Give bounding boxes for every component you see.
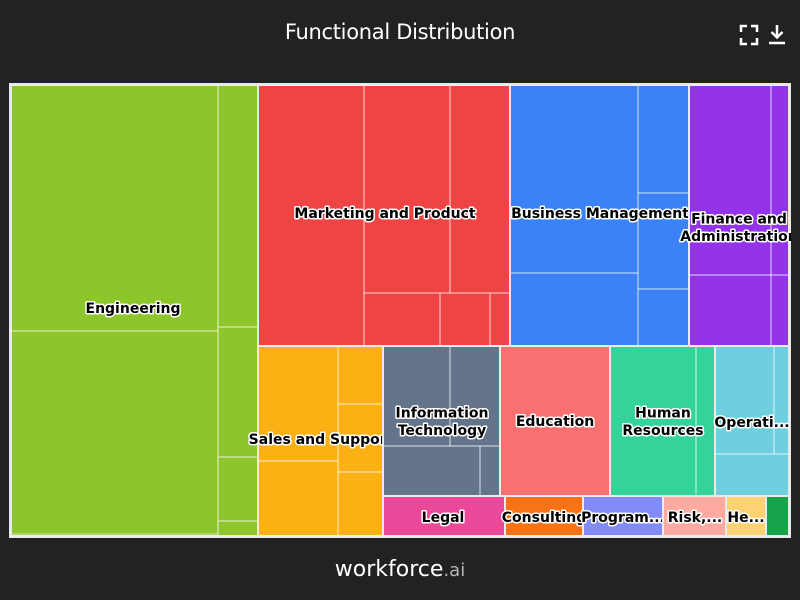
treemap-frame: Engineering Marketing and Product Business… [9,83,791,538]
tile-label-line: Administration [680,229,791,245]
treemap-tile-legal[interactable]: Legal [382,495,506,537]
treemap-tile-information-technology[interactable]: Information Technology [382,345,501,497]
download-icon [769,25,785,45]
treemap-tile-finance-and-administration[interactable]: Finance and Administration [679,84,791,347]
tile-label-line: Human [635,406,691,422]
treemap-tile-human-resources[interactable]: Human Resources [609,345,716,497]
treemap-tile-business-management[interactable]: Business Management [509,84,691,347]
tile-border-other [765,495,790,537]
chart-title: Functional Distribution [284,20,516,44]
fullscreen-icon [739,24,759,46]
tile-label-human-resources: Human Resources [622,406,703,440]
tile-label-education: Education [516,414,594,430]
tile-label-programs: Program... [581,510,665,526]
tile-rect-operations[interactable] [714,345,790,497]
brand-logo: workforce.ai [0,557,800,582]
treemap-tile-operations[interactable]: Operati... [713,345,791,497]
download-button[interactable] [766,22,788,48]
tile-label-information-technology: Information Technology [396,406,489,440]
tile-label-operations: Operati... [714,415,789,431]
tile-rect-sales-and-support[interactable] [257,345,384,537]
treemap-tile-health[interactable]: He... [725,495,767,537]
treemap-tile-engineering[interactable]: Engineering [10,84,259,537]
tile-label-line: Finance and [691,212,787,228]
tile-label-marketing-and-product: Marketing and Product [294,206,475,222]
tile-rect-engineering[interactable] [10,84,259,537]
brand-name: workforce [334,557,444,582]
treemap-tile-other[interactable] [765,495,790,537]
tile-label-line: Resources [622,423,703,439]
tile-label-sales-and-support: Sales and Support [249,432,394,448]
treemap-tile-programs[interactable]: Program... [580,495,666,537]
treemap-chart: Engineering Marketing and Product Business… [10,84,791,537]
tile-label-finance-and-administration: Finance and Administration [680,212,791,246]
tile-label-engineering: Engineering [86,301,181,317]
tile-rect-finance-and-administration[interactable] [688,84,790,347]
tile-label-consulting: Consulting [502,510,586,526]
tile-label-legal: Legal [422,510,465,526]
treemap-tile-consulting[interactable]: Consulting [500,495,588,537]
brand-suffix: .ai [443,560,466,581]
treemap-tile-risk[interactable]: Risk,... [662,495,727,537]
treemap-tile-education[interactable]: Education [499,345,611,497]
tile-label-risk: Risk,... [668,510,723,526]
fullscreen-button[interactable] [738,22,760,48]
tile-rect-consulting[interactable] [504,495,584,537]
tile-label-business-management: Business Management [511,206,689,222]
tile-label-line: Information [396,406,489,422]
treemap-tile-sales-and-support[interactable]: Sales and Support [247,345,395,537]
treemap-tile-marketing-and-product[interactable]: Marketing and Product [257,84,511,347]
tile-rect-education[interactable] [499,345,611,497]
tile-label-line: Technology [398,423,487,439]
tile-rect-other[interactable] [765,495,790,537]
tile-label-health: He... [727,510,764,526]
